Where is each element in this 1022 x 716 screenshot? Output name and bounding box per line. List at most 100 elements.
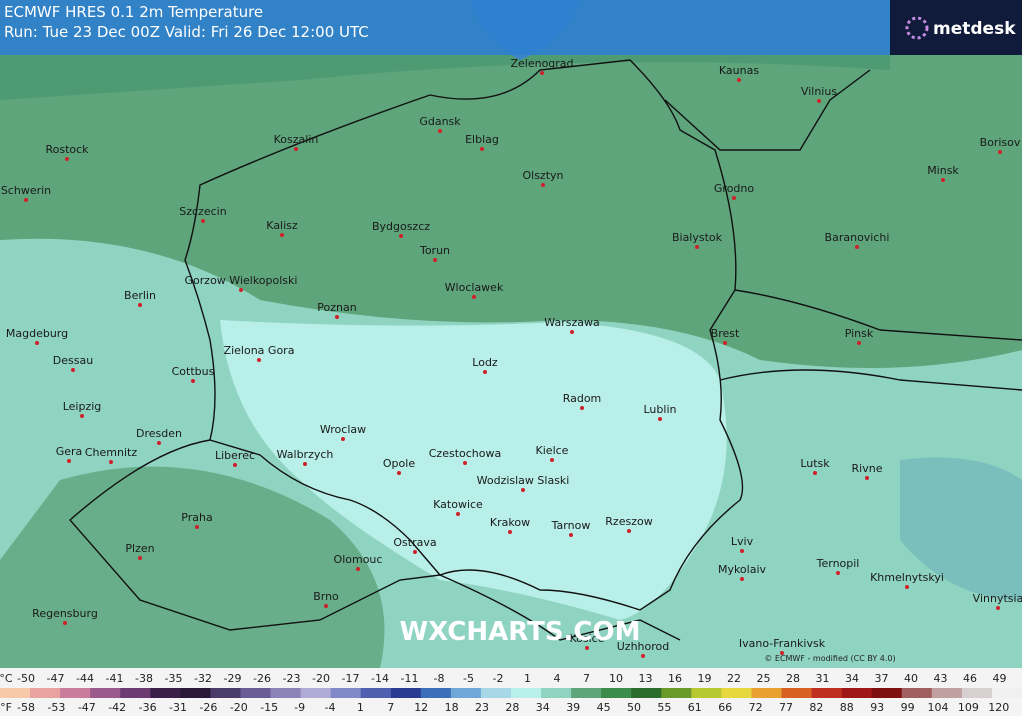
city-label: Dresden [136,427,182,440]
cities: Zelenograd Kaunas Vilnius Rostock Koszalin Gd… [1,57,1022,658]
legend-swatch [390,688,422,698]
city-label: Kielce [536,444,569,457]
legend-fahrenheit: -53 [47,701,65,714]
legend-swatch [180,688,211,698]
city-label: Borisov [980,136,1021,149]
city-dot [294,147,298,151]
city-dot [585,646,589,650]
legend-fahrenheit: 23 [475,701,489,714]
legend-celsius: 4 [554,672,561,685]
legend-fahrenheit: 55 [657,701,671,714]
city-dot [857,341,861,345]
legend-swatch [871,688,903,698]
legend-fahrenheit: 82 [809,701,823,714]
city-label: Wodzislaw Slaski [477,474,570,487]
legend-celsius: 22 [727,672,741,685]
legend-celsius: 31 [816,672,830,685]
legend-swatch [721,688,752,698]
city-label: Pinsk [845,327,874,340]
legend-swatch [691,688,722,698]
city-dot [138,556,142,560]
city-dot [865,476,869,480]
city-dot [280,233,284,237]
legend-swatch [120,688,151,698]
legend-fahrenheit: -15 [260,701,278,714]
legend-celsius: 25 [757,672,771,685]
city-dot [732,196,736,200]
city-dot [65,157,69,161]
city-label: Gdansk [419,115,461,128]
city-label: Berlin [124,289,156,302]
legend-fahrenheit: 93 [870,701,884,714]
legend-fahrenheit: -4 [325,701,336,714]
legend-celsius: -17 [342,672,360,685]
legend-fahrenheit: 99 [901,701,915,714]
legend-swatch [360,688,392,698]
legend-celsius: -14 [371,672,389,685]
legend-fahrenheit: -36 [139,701,157,714]
city-dot [813,471,817,475]
legend-fahrenheit: 7 [387,701,394,714]
city-dot [201,219,205,223]
city-dot [541,183,545,187]
legend-celsius: -29 [224,672,242,685]
legend-fahrenheit: 104 [928,701,949,714]
city-label: Wloclawek [445,281,504,294]
legend-celsius: -5 [463,672,474,685]
legend-swatch [450,688,482,698]
legend-celsius: -11 [401,672,419,685]
legend-celsius: -50 [17,672,35,685]
legend-swatch [901,688,933,698]
legend-swatch [300,688,332,698]
legend-fahrenheit: 1 [357,701,364,714]
legend-celsius: -41 [106,672,124,685]
city-label: Lutsk [800,457,830,470]
city-label: Bydgoszcz [372,220,430,233]
legend-swatch [781,688,813,698]
city-label: Gorzow Wielkopolski [185,274,298,287]
legend-celsius: -32 [194,672,212,685]
legend-swatch [0,688,31,698]
legend-fahrenheit: 109 [958,701,979,714]
legend-fahrenheit: 39 [566,701,580,714]
legend-celsius: -47 [47,672,65,685]
legend-celsius: -35 [165,672,183,685]
legend-celsius: 46 [963,672,977,685]
legend-swatch [150,688,181,698]
city-dot [627,529,631,533]
city-dot [239,288,243,292]
city-label: Magdeburg [6,327,68,340]
legend-celsius: 49 [993,672,1007,685]
city-dot [780,651,784,655]
city-dot [550,458,554,462]
city-dot [157,441,161,445]
legend-celsius: 19 [698,672,712,685]
legend-swatch [240,688,272,698]
city-dot [569,533,573,537]
city-label: Radom [563,392,602,405]
legend-swatch [661,688,692,698]
legend-celsius: -26 [253,672,271,685]
legend-swatch [841,688,873,698]
city-dot [138,303,142,307]
legend-fahrenheit: -26 [199,701,217,714]
legend-swatch [330,688,362,698]
city-dot [580,406,584,410]
city-label: Rostock [45,143,89,156]
legend-fahrenheit: 18 [445,701,459,714]
legend-swatch [210,688,241,698]
city-label: Warszawa [544,316,599,329]
city-label: Rivne [852,462,883,475]
legend-fahrenheit: 34 [536,701,550,714]
legend-celsius: 34 [845,672,859,685]
city-dot [109,460,113,464]
city-dot [456,512,460,516]
city-label: Olomouc [334,553,383,566]
city-dot [335,315,339,319]
city-dot [740,577,744,581]
city-label: Krakow [490,516,530,529]
legend-unit: °F [0,701,12,714]
city-dot [397,471,401,475]
city-dot [483,370,487,374]
brand-panel [890,0,1022,55]
